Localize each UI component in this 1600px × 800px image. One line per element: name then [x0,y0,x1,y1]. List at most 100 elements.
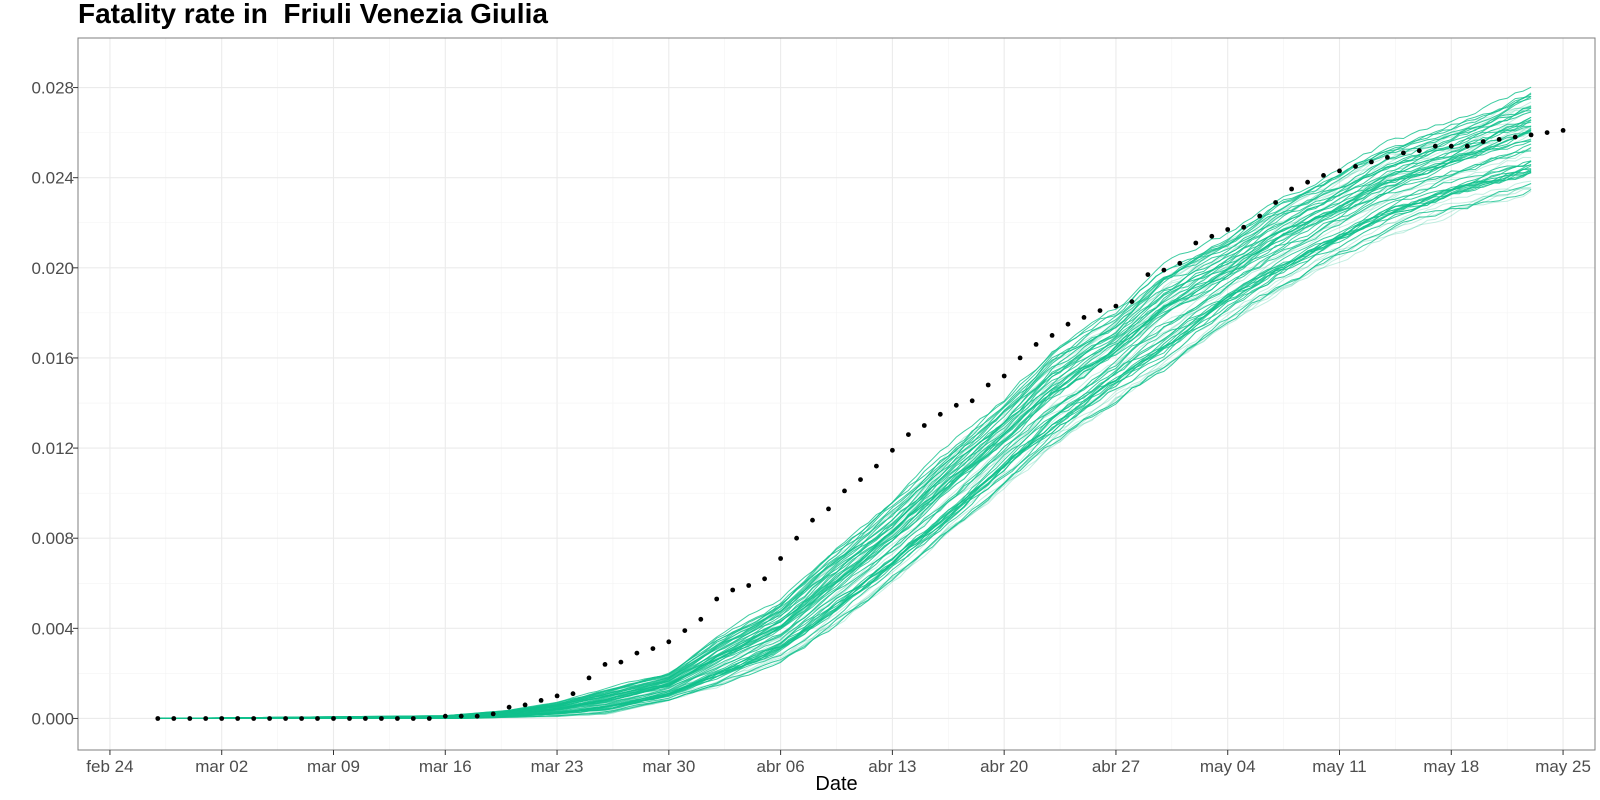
observed-point [1209,233,1215,239]
y-tick-label: 0.008 [31,529,74,548]
observed-point [666,639,672,645]
observed-point [969,398,975,404]
simulation-line [157,188,1532,719]
simulation-line [157,96,1532,719]
observed-point [1033,342,1039,347]
observed-point [1464,143,1470,149]
observed-point [1432,143,1438,149]
observed-point [682,628,688,633]
simulation-line [157,120,1532,719]
simulation-line [157,106,1532,719]
observed-point [1049,333,1055,338]
simulation-line [157,189,1532,719]
x-tick-label: mar 09 [307,757,360,776]
observed-point [1161,267,1167,273]
observed-point [442,713,448,719]
y-tick-label: 0.016 [31,349,74,368]
observed-point [746,583,752,588]
observed-point [1544,130,1550,136]
simulation-line [157,147,1532,719]
simulation-line [157,96,1532,719]
observed-point [650,646,656,651]
simulation-line [157,150,1532,719]
observed-point [235,716,241,721]
observed-point [458,713,464,719]
x-tick-label: may 18 [1423,757,1479,776]
observed-point [538,698,544,703]
observed-point [826,506,831,512]
observed-point [1305,179,1310,185]
observed-point [1512,134,1518,140]
observed-point [1145,272,1151,277]
observed-point [299,716,304,721]
x-axis: feb 24 mar 02 mar 09 mar 16 mar 23 mar 30 abr … [86,750,1591,776]
observed-point [810,517,815,523]
observed-point [283,716,288,721]
observed-point [410,716,416,721]
observed-point [522,702,528,708]
observed-point [842,488,847,494]
observed-point [1289,186,1294,192]
x-tick-label: abr 06 [757,757,805,776]
observed-point [1480,139,1486,145]
grid-layer [78,38,1595,750]
observed-point [1113,303,1119,309]
x-tick-label: mar 16 [419,757,472,776]
simulation-line [157,128,1532,719]
observed-point [1177,260,1183,266]
observed-point [1129,299,1135,304]
observed-point [937,411,943,417]
observed-point [570,691,576,697]
observed-point [1097,308,1103,313]
simulation-line [157,92,1532,719]
observed-point [490,711,496,717]
y-tick-label: 0.012 [31,439,74,458]
observed-point [1369,159,1374,165]
observed-point [1560,127,1566,133]
x-tick-label: mar 02 [195,757,248,776]
observed-point [921,423,927,428]
simulation-line [157,171,1532,720]
observed-point [1273,200,1278,205]
observed-point [554,693,560,699]
observed-point [379,716,384,721]
simulation-line [157,168,1532,719]
observed-point [315,716,320,721]
simulation-line [157,133,1532,719]
observed-point [618,659,624,665]
simulation-line [157,143,1532,719]
y-tick-label: 0.024 [31,169,74,188]
observed-point [985,382,991,388]
observed-point [363,716,368,721]
simulation-line [157,161,1532,720]
observed-point [219,716,225,721]
x-axis-title: Date [815,773,857,795]
observed-point [1416,148,1422,154]
observed-point [730,587,736,593]
simulation-line [157,146,1532,719]
observed-point [602,662,608,667]
x-tick-label: may 11 [1312,757,1367,776]
observed-point [906,432,911,437]
simulation-line [157,116,1532,719]
observed-point [714,596,720,602]
observed-point [1193,240,1199,246]
observed-point [1401,150,1406,156]
simulation-line [157,132,1532,719]
observed-point [1448,143,1454,149]
observed-point [794,535,799,541]
y-tick-label: 0.004 [31,619,74,638]
observed-point [187,716,193,721]
observed-point [347,716,352,721]
observed-points [155,127,1566,721]
x-tick-label: abr 13 [868,757,916,776]
y-axis: 0.000 0.004 0.008 0.012 0.016 0.020 0.024 0.028 [31,79,78,728]
observed-point [203,716,209,721]
observed-point [1017,355,1023,361]
observed-point [171,716,177,721]
observed-point [874,463,879,469]
observed-point [698,616,704,622]
x-tick-label: may 25 [1535,757,1591,776]
observed-point [778,556,783,561]
